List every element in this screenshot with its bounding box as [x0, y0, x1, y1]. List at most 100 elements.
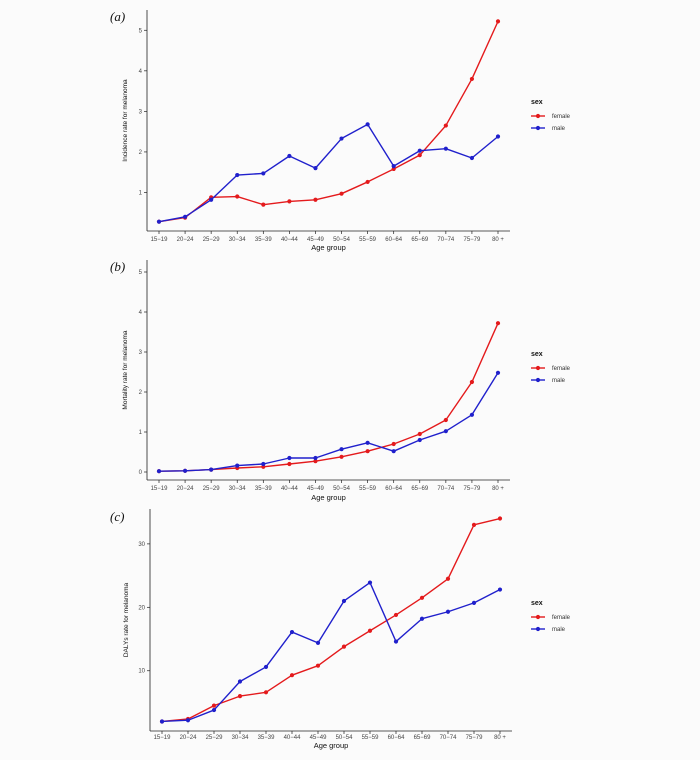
x-tick-label: 80 + — [492, 237, 504, 243]
data-point-female — [313, 197, 318, 202]
x-tick-label: 20−24 — [180, 735, 198, 741]
x-tick-label: 30−34 — [229, 486, 247, 492]
data-point-male — [287, 455, 292, 461]
data-point-male — [261, 171, 266, 176]
x-tick-label: 40−44 — [284, 735, 302, 741]
legend-key-point — [535, 113, 541, 119]
x-tick-label: 80 + — [492, 486, 504, 492]
data-point-female — [263, 690, 269, 695]
data-point-male — [391, 164, 396, 169]
x-tick-label: 70−74 — [437, 486, 455, 492]
x-tick-label: 60−64 — [385, 237, 403, 243]
data-point-male — [315, 640, 321, 645]
x-tick-label: 45−49 — [307, 486, 325, 492]
legend-key-point — [535, 614, 541, 620]
data-point-male — [182, 468, 188, 473]
x-tick-label: 70−74 — [440, 735, 458, 741]
data-point-female — [445, 576, 451, 581]
x-axis-title: Age group — [311, 493, 346, 502]
x-tick-label: 25−29 — [203, 486, 221, 492]
x-tick-label: 15−19 — [151, 486, 169, 492]
data-point-female — [469, 379, 475, 385]
x-tick-label: 35−39 — [255, 486, 273, 492]
x-tick-label: 40−44 — [281, 237, 299, 243]
data-point-male — [445, 609, 451, 614]
legend-item-female: female — [531, 113, 571, 120]
y-tick-label: 3 — [139, 350, 143, 356]
x-tick-label: 55−59 — [359, 237, 377, 243]
data-point-female — [287, 461, 292, 467]
x-tick-label: 50−54 — [336, 735, 354, 741]
y-tick-label: 30 — [138, 542, 145, 548]
data-point-male — [469, 155, 475, 161]
data-point-female — [365, 449, 370, 454]
data-point-male — [391, 449, 396, 454]
x-tick-label: 15−19 — [154, 735, 172, 741]
data-point-female — [237, 694, 243, 699]
data-point-male — [339, 447, 344, 452]
data-point-male — [211, 707, 217, 713]
y-axis-title: Mortality rate for melanoma — [122, 330, 129, 409]
legend-title: sex — [531, 351, 543, 358]
x-tick-label: 65−69 — [411, 237, 429, 243]
data-point-female — [313, 459, 318, 464]
x-tick-label: 75−79 — [463, 486, 481, 492]
legend: sex female male — [531, 99, 571, 132]
data-point-female — [391, 441, 396, 447]
legend-label: male — [552, 627, 566, 633]
y-tick-label: 1 — [139, 430, 143, 436]
data-point-male — [287, 153, 292, 159]
panel-label: (b) — [110, 259, 125, 274]
y-tick-label: 3 — [139, 109, 143, 115]
data-point-female — [469, 76, 475, 82]
series-male — [159, 580, 503, 724]
x-tick-label: 45−49 — [307, 237, 325, 243]
legend-item-female: female — [531, 614, 571, 621]
x-tick-label: 20−24 — [177, 486, 195, 492]
panel-label: (a) — [110, 9, 125, 24]
data-point-male — [443, 146, 448, 151]
legend-label: female — [552, 366, 571, 372]
x-tick-label: 55−59 — [359, 486, 377, 492]
series-line-female — [161, 517, 501, 723]
series-line-male — [161, 581, 501, 723]
legend-item-male: male — [531, 125, 566, 132]
data-point-female — [419, 595, 425, 600]
series-line-male — [158, 123, 499, 223]
data-point-male — [156, 219, 162, 224]
chart-panel-3: (c) 10 20 30 15−19 20−24 25−29 30−34 35−39 40−44 4… — [110, 509, 571, 750]
y-tick-label: 2 — [139, 390, 143, 396]
chart-panel-2: (b) 0 1 2 3 4 5 15−19 20−24 25−29 30−34 35−39 40−44 4… — [110, 259, 571, 502]
data-point-male — [417, 437, 422, 443]
data-point-male — [235, 172, 240, 178]
x-tick-label: 55−59 — [362, 735, 380, 741]
panel-label: (c) — [110, 509, 124, 524]
series-line-female — [158, 322, 499, 472]
x-tick-label: 20−24 — [177, 237, 195, 243]
data-point-male — [156, 469, 162, 474]
data-point-female — [289, 673, 295, 678]
y-tick-label: 5 — [139, 28, 143, 34]
legend-label: female — [552, 615, 571, 621]
series-female — [159, 516, 503, 724]
data-point-female — [367, 628, 373, 633]
legend-key-point — [535, 377, 541, 383]
legend-label: male — [552, 378, 566, 384]
data-point-male — [263, 664, 269, 670]
data-point-male — [393, 639, 399, 644]
x-tick-label: 15−19 — [151, 237, 169, 243]
x-tick-label: 30−34 — [232, 735, 250, 741]
data-point-male — [419, 616, 425, 621]
data-point-female — [443, 123, 448, 128]
y-tick-label: 20 — [138, 605, 145, 611]
data-point-male — [495, 370, 501, 375]
data-point-male — [313, 166, 318, 171]
x-tick-label: 35−39 — [258, 735, 276, 741]
data-point-male — [159, 719, 165, 724]
x-tick-label: 45−49 — [310, 735, 328, 741]
data-point-male — [313, 455, 318, 461]
y-tick-label: 4 — [139, 310, 143, 316]
x-tick-label: 65−69 — [414, 735, 432, 741]
data-point-female — [365, 179, 370, 185]
x-tick-label: 30−34 — [229, 237, 247, 243]
